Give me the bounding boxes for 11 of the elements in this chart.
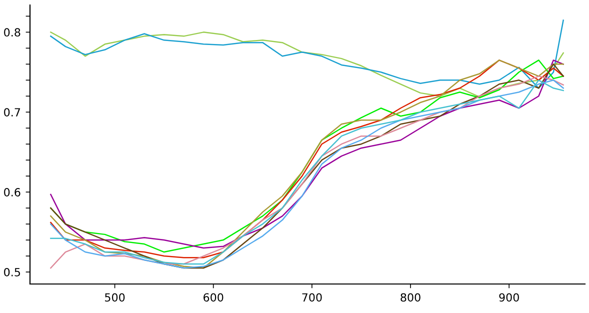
y-tick-label: 0.6	[4, 188, 20, 196]
x-tick-label: 800	[400, 293, 420, 302]
x-tick-label: 600	[204, 293, 224, 302]
y-tick-label: 0.5	[4, 268, 20, 276]
x-tick-label: 900	[499, 293, 519, 302]
line-series	[50, 32, 564, 98]
y-tick-label: 0.8	[4, 28, 20, 37]
x-tick-label: 700	[302, 293, 322, 302]
line-series	[50, 20, 564, 89]
x-tick-label: 500	[105, 293, 125, 302]
y-tick-label: 0.7	[4, 108, 20, 117]
